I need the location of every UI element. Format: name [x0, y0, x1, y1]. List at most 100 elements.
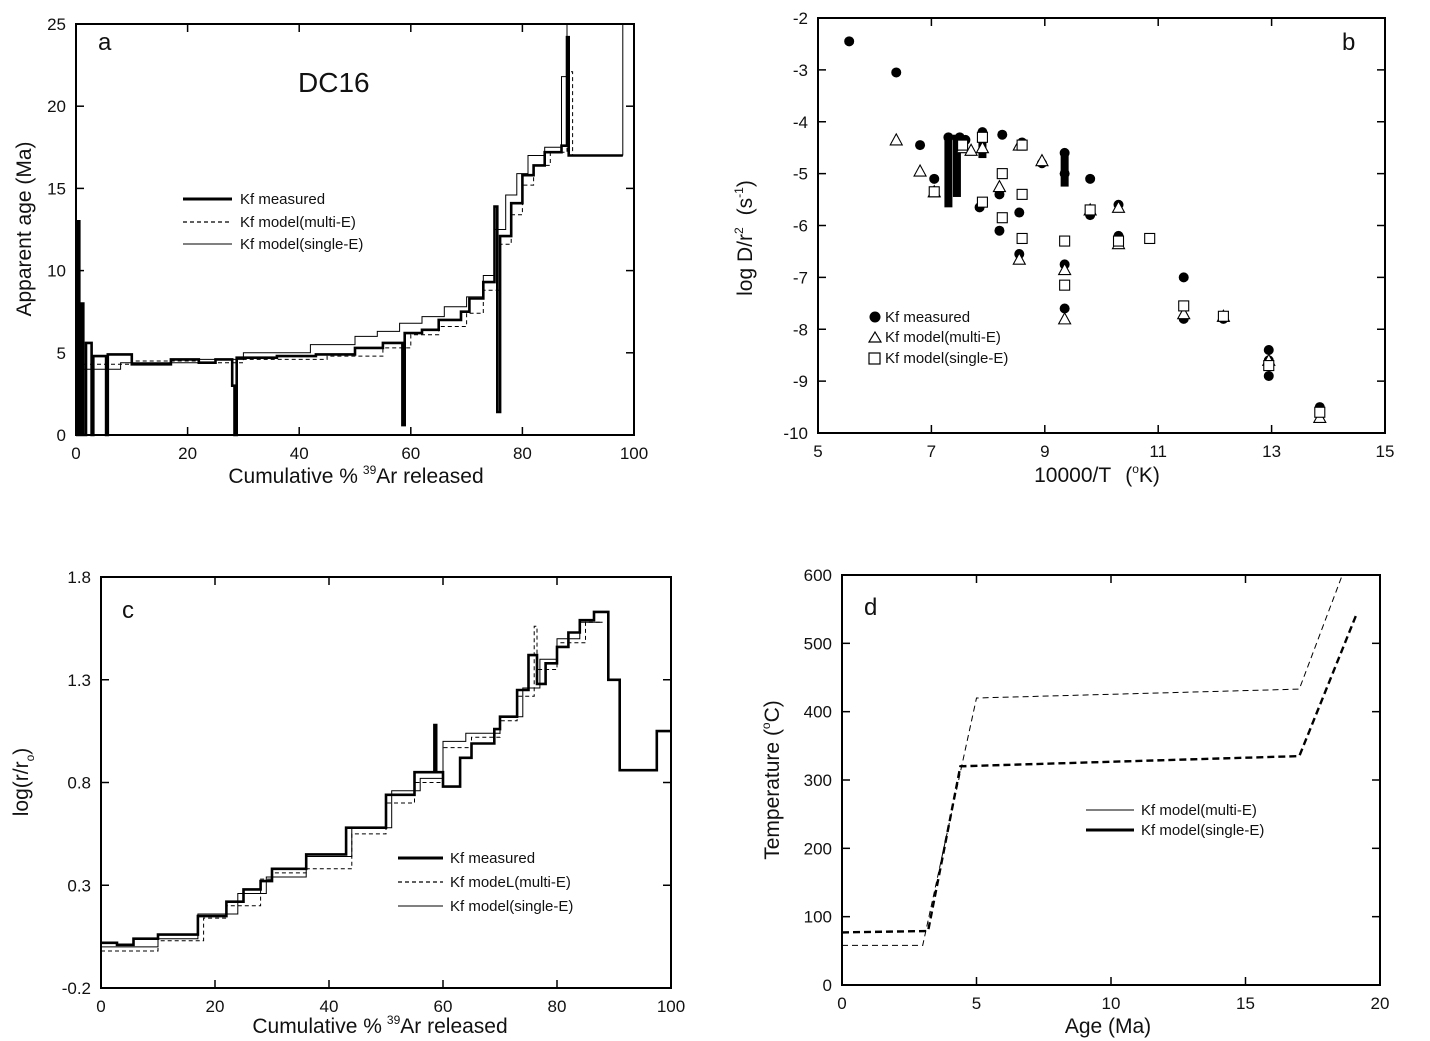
data-point-measured	[929, 173, 940, 184]
y-tick-label: -10	[783, 424, 808, 443]
x-tick-label: 60	[434, 997, 453, 1016]
data-point-measured	[1014, 207, 1025, 218]
data-band	[952, 134, 961, 197]
y-tick-label: -8	[793, 320, 808, 339]
panel-a-xlabel: Cumulative % 39Ar released	[228, 463, 483, 488]
data-point-single-e	[1059, 235, 1071, 247]
data-point-multi-e	[913, 163, 927, 177]
panel-d-plot	[841, 574, 1357, 946]
legend-label-multi-e: Kf model(multi-E)	[1141, 802, 1257, 819]
series-line-kf-model-single-e-	[841, 615, 1357, 934]
y-tick-label: 20	[47, 97, 66, 116]
x-tick-label: 60	[401, 444, 420, 463]
y-tick-label: -3	[793, 61, 808, 80]
y-tick-label: -5	[793, 165, 808, 184]
panel-c-ylabel: log(r/ro)	[10, 748, 37, 817]
legend-label-multi-e: Kf model(multi-E)	[240, 214, 356, 231]
legend-marker-open-triangle	[867, 330, 883, 343]
x-tick-label: 40	[320, 997, 339, 1016]
x-tick-label: 11	[1149, 442, 1167, 461]
panel-a-sample-label: DC16	[298, 67, 370, 98]
series-line-kf-model-multi-e-	[842, 574, 1343, 946]
data-point-single-e	[1059, 279, 1071, 291]
data-point-measured	[1059, 168, 1070, 179]
series-line-kf-measured	[76, 35, 623, 437]
y-tick-label: 600	[804, 566, 832, 585]
data-point-measured	[994, 225, 1005, 236]
x-tick-label: 20	[178, 444, 197, 463]
y-tick-label: -0.2	[62, 979, 91, 998]
y-tick-label: 500	[804, 634, 832, 653]
data-point-multi-e	[992, 179, 1007, 193]
data-point-measured	[1059, 147, 1070, 158]
panel-d-ylabel: Temperature (oC)	[759, 700, 784, 860]
y-tick-label: 10	[47, 262, 66, 281]
panel-a-ylabel: Apparent age (Ma)	[13, 141, 36, 316]
panel-b-letter: b	[1342, 29, 1355, 56]
data-point-multi-e	[1012, 252, 1027, 265]
data-point-multi-e	[1035, 153, 1049, 167]
data-point-measured	[943, 132, 954, 143]
panel-b-frame	[817, 17, 1386, 434]
x-tick-label: 15	[1236, 994, 1255, 1013]
y-tick-label: 0	[57, 426, 66, 445]
series-line-kf-model-single-e-	[76, 23, 624, 370]
y-tick-label: 1.3	[67, 671, 91, 690]
legend-label-measured: Kf measured	[885, 309, 970, 326]
panel-b-legend: Kf measured Kf model(multi-E) Kf model(s…	[867, 309, 1008, 367]
y-tick-label: -4	[793, 113, 808, 132]
data-point-multi-e	[889, 132, 904, 146]
panel-b-xlabel: 10000/T (oK)	[1034, 462, 1160, 487]
series-line-kf-model-multi-e-	[101, 621, 603, 952]
panel-b: 5 7 9 11 13 15 -2 -3 -4 -5 -6 -7 -8 -9 -10 b 10000/T (o…	[732, 9, 1394, 487]
y-tick-label: 0.8	[67, 774, 91, 793]
data-point-single-e	[1217, 310, 1229, 322]
x-tick-label: 20	[206, 997, 225, 1016]
legend-marker-filled-circle	[869, 311, 881, 323]
panel-c-ticks: 0 20 40 60 80 100 1.8 1.3 0.8 0.3 -0.2	[62, 568, 685, 1016]
data-point-single-e	[1016, 232, 1028, 245]
data-point-measured	[1085, 173, 1096, 184]
data-point-single-e	[957, 139, 969, 151]
y-tick-label: 15	[47, 179, 66, 198]
data-point-measured	[1263, 345, 1274, 355]
y-tick-label: -9	[793, 372, 808, 391]
x-tick-label: 100	[620, 444, 648, 463]
x-tick-label: 80	[548, 997, 567, 1016]
panel-a-legend: Kf measured Kf model(multi-E) Kf model(s…	[183, 191, 363, 253]
data-point-measured	[1178, 272, 1189, 283]
x-tick-label: 7	[927, 442, 936, 461]
legend-label-measured: Kf measured	[450, 850, 535, 867]
legend-label-single-e: Kf model(single-E)	[450, 898, 573, 915]
legend-label-measured: Kf measured	[240, 191, 325, 208]
panel-a: 0 20 40 60 80 100 0 5 10 15 20 25 a DC16 Cumulative…	[13, 15, 648, 488]
data-point-single-e	[996, 212, 1008, 224]
y-tick-label: 200	[804, 839, 832, 858]
data-point-measured	[1059, 303, 1070, 314]
series-line-kf-measured	[101, 610, 671, 947]
x-tick-label: 0	[837, 994, 846, 1013]
panel-b-ticks: 5 7 9 11 13 15 -2 -3 -4 -5 -6 -7 -8 -9 -10	[783, 9, 1394, 461]
panel-c-legend: Kf measured Kf modeL(multi-E) Kf model(s…	[398, 850, 573, 915]
data-point-measured	[891, 67, 902, 78]
data-point-multi-e	[1057, 311, 1072, 325]
x-tick-label: 5	[813, 442, 822, 461]
legend-label-multi-e: Kf modeL(multi-E)	[450, 874, 571, 891]
x-tick-label: 0	[96, 997, 105, 1016]
data-point-multi-e	[1057, 262, 1072, 276]
panel-b-ylabel: log D/r2(s-1)	[732, 180, 757, 296]
x-tick-label: 9	[1040, 442, 1049, 461]
data-point-single-e	[1112, 235, 1125, 247]
panel-c-plot	[101, 610, 671, 952]
x-tick-label: 100	[657, 997, 685, 1016]
panel-a-letter: a	[98, 29, 112, 56]
y-tick-label: 400	[804, 703, 832, 722]
data-point-single-e	[976, 196, 988, 208]
panel-c: 0 20 40 60 80 100 1.8 1.3 0.8 0.3 -0.2 c Cumulativ…	[10, 568, 685, 1038]
data-point-single-e	[1144, 232, 1156, 245]
x-tick-label: 40	[290, 444, 309, 463]
x-tick-label: 10	[1102, 994, 1121, 1013]
